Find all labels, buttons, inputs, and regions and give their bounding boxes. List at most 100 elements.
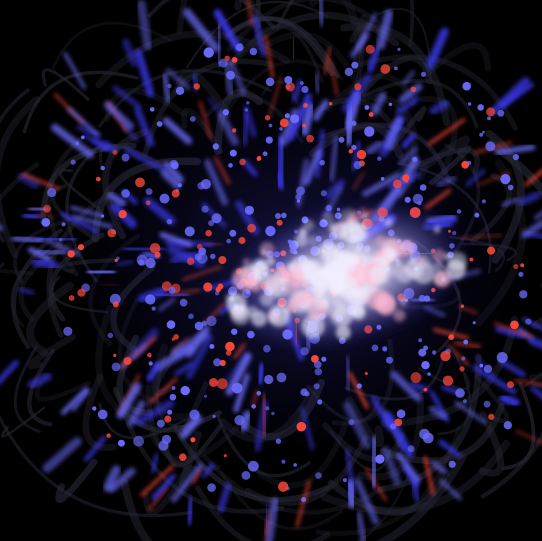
trail <box>356 473 410 541</box>
comet-trail <box>101 283 120 286</box>
core-particle <box>396 265 414 284</box>
particle <box>503 421 512 430</box>
particle <box>208 220 215 227</box>
particle <box>418 338 423 343</box>
comet-trail <box>51 123 95 159</box>
core-particle <box>298 227 308 238</box>
particle <box>351 120 357 126</box>
particle <box>507 184 514 191</box>
particle <box>179 453 187 462</box>
particle <box>518 271 524 277</box>
particle <box>275 438 282 444</box>
particle <box>203 282 213 292</box>
comet-trail <box>146 363 161 382</box>
particle <box>285 82 295 92</box>
particle <box>112 301 119 308</box>
core-particle <box>267 304 291 327</box>
particle <box>184 226 195 237</box>
comet-trail <box>72 214 114 229</box>
trail <box>315 425 462 536</box>
trail <box>22 70 139 134</box>
particle <box>235 43 244 52</box>
core-particle <box>384 218 393 227</box>
core-particle <box>348 223 368 243</box>
comet-trail <box>116 382 142 419</box>
comet-trail <box>28 247 52 263</box>
particle <box>281 459 286 464</box>
particle <box>265 77 275 87</box>
particle <box>488 413 495 420</box>
comet-trail <box>262 392 267 438</box>
comet-trail <box>429 99 450 115</box>
core-particle <box>246 305 259 318</box>
particle <box>306 134 314 143</box>
core-particle <box>321 212 335 226</box>
particle <box>512 154 520 161</box>
particle <box>145 258 156 269</box>
particle <box>402 174 410 182</box>
particle <box>420 71 427 77</box>
particle <box>342 478 347 483</box>
comet-trail <box>35 210 54 219</box>
comet-trail <box>345 479 357 509</box>
particle <box>232 128 237 133</box>
particle <box>338 136 345 143</box>
particle <box>296 421 307 432</box>
particle <box>204 394 207 398</box>
comet-trail <box>348 372 369 410</box>
comet-trail <box>290 79 304 103</box>
particle <box>210 253 216 260</box>
comet-trail <box>317 0 326 27</box>
particle <box>234 415 245 426</box>
comet-trail <box>151 453 159 474</box>
comet-trail <box>499 393 520 407</box>
particle <box>70 159 76 165</box>
particle <box>249 47 258 56</box>
particle <box>167 409 173 415</box>
core-particle <box>432 249 446 262</box>
particle <box>41 218 51 227</box>
particle <box>284 113 290 119</box>
comet-trail <box>102 140 119 154</box>
particle <box>168 286 176 294</box>
comet-trail <box>447 344 470 367</box>
core-particle <box>302 219 315 231</box>
particle <box>189 116 196 122</box>
particle <box>212 143 219 150</box>
core-particle <box>263 273 286 297</box>
comet-trail <box>217 482 232 513</box>
particle <box>268 123 273 128</box>
comet-trail <box>228 58 247 96</box>
particle <box>513 264 519 270</box>
comet-trail <box>186 496 194 525</box>
particle <box>302 123 306 128</box>
comet-trail <box>499 359 526 378</box>
particle <box>321 356 327 362</box>
comet-trail <box>22 212 42 220</box>
particle <box>248 460 259 472</box>
particle <box>474 212 480 218</box>
particle <box>203 47 214 58</box>
trail <box>308 0 364 55</box>
particle <box>161 434 172 445</box>
comet-trail <box>312 99 329 122</box>
trail <box>13 344 41 433</box>
particle <box>265 406 270 411</box>
particle <box>229 149 237 157</box>
trail <box>473 373 510 424</box>
comet-trail <box>18 287 35 295</box>
particle <box>427 372 431 376</box>
comet-trail <box>424 188 452 210</box>
comet-trail <box>182 8 220 53</box>
particle <box>462 399 467 404</box>
core-particle <box>276 269 283 277</box>
particle <box>407 445 415 453</box>
comet-trail <box>302 149 323 186</box>
core-particle <box>261 249 268 256</box>
comet-trail <box>21 173 60 190</box>
particle <box>455 388 465 398</box>
particle <box>356 383 362 389</box>
comet-trail <box>185 334 213 379</box>
